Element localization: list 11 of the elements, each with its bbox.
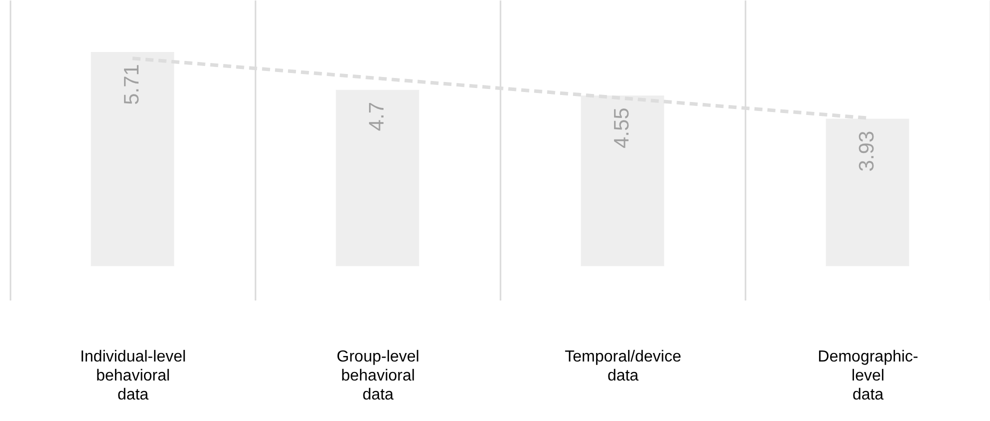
- x-tick-label: Individual-level behavioral data: [80, 348, 186, 404]
- data-label: 4.7: [366, 102, 388, 132]
- data-label: 3.93: [856, 130, 878, 172]
- bar: [826, 118, 910, 266]
- x-tick-label: Demographic- level data: [818, 348, 918, 404]
- data-label: 4.55: [610, 108, 634, 148]
- bar: [580, 96, 664, 266]
- x-tick-label: Group-level behavioral data: [336, 348, 420, 404]
- bar: [90, 52, 174, 266]
- data-label: 5.71: [120, 64, 144, 105]
- x-tick-label: Temporal/device data: [564, 348, 682, 384]
